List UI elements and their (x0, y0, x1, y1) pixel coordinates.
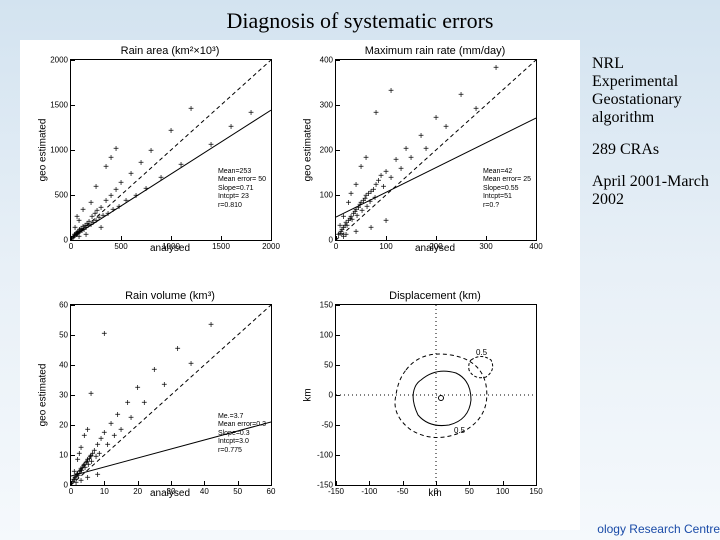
displacement-plot: km 0.5 0.5 -150-100-50050100150-150-100-… (335, 304, 537, 486)
displacement-ylabel: km (303, 388, 314, 401)
max-rain-ylabel: geo estimated (303, 119, 314, 182)
rain-vol-title: Rain volume (km³) (70, 290, 270, 302)
displacement-panel: Displacement (km) km 0.5 0.5 -150-100-50… (335, 290, 535, 499)
max-rain-plot: geo estimated Mean=42Mean error= 25Slope… (335, 59, 537, 241)
svg-text:0.5: 0.5 (454, 426, 466, 435)
max-rain-panel: Maximum rain rate (mm/day) geo estimated… (335, 45, 535, 254)
sidebar-line2: 289 CRAs (592, 141, 712, 159)
rain-vol-ylabel: geo estimated (38, 364, 49, 427)
rain-area-title: Rain area (km²×10³) (70, 45, 270, 57)
max-rain-stats: Mean=42Mean error= 25Slope=0.55Intcpt=51… (483, 168, 531, 210)
footer-text: ology Research Centre (597, 522, 720, 536)
rain-vol-plot: geo estimated Me.=3.7Mean error=0.3Slope… (70, 304, 272, 486)
rain-vol-stats: Me.=3.7Mean error=0.3Slope=0.3Intcpt=3.0… (218, 413, 266, 455)
svg-text:0.5: 0.5 (476, 348, 488, 357)
sidebar-notes: NRL Experimental Geostationary algorithm… (592, 55, 712, 223)
rain-area-stats: Mean=253Mean error= 50Slope=0.71Intcpt= … (218, 168, 266, 210)
max-rain-title: Maximum rain rate (mm/day) (335, 45, 535, 57)
rain-area-panel: Rain area (km²×10³) geo estimated Mean=2… (70, 45, 270, 254)
page-title: Diagnosis of systematic errors (0, 0, 720, 34)
rain-vol-panel: Rain volume (km³) geo estimated Me.=3.7M… (70, 290, 270, 499)
sidebar-line3: April 2001-March 2002 (592, 173, 712, 209)
chart-panels-container: Rain area (km²×10³) geo estimated Mean=2… (20, 40, 580, 530)
rain-area-plot: geo estimated Mean=253Mean error= 50Slop… (70, 59, 272, 241)
rain-area-ylabel: geo estimated (38, 119, 49, 182)
displacement-title: Displacement (km) (335, 290, 535, 302)
sidebar-line1: NRL Experimental Geostationary algorithm (592, 55, 712, 127)
